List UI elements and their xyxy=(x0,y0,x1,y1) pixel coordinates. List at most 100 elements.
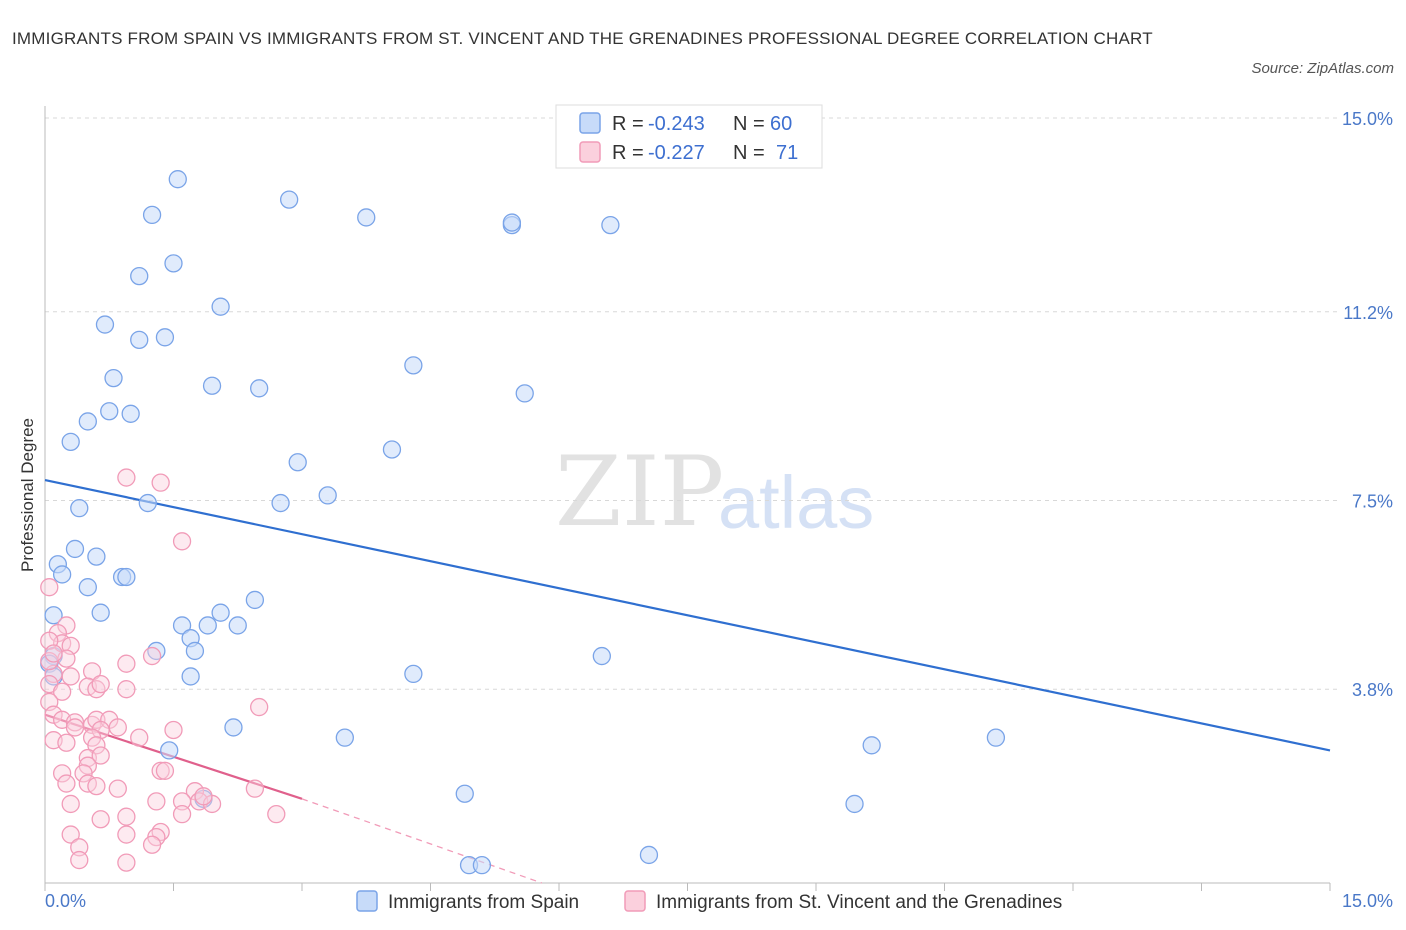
legend-spain-n-value: 60 xyxy=(770,113,792,135)
spain-point xyxy=(202,376,222,395)
spain-point xyxy=(279,190,299,209)
spain-point xyxy=(142,205,162,225)
legend-spain-n-label: N = xyxy=(733,113,765,135)
spain-point xyxy=(515,384,534,403)
spain-point xyxy=(160,741,179,760)
spain-point xyxy=(70,498,89,518)
legend-spain-r-label: R = xyxy=(612,113,644,135)
svg-point xyxy=(117,807,136,826)
y-tick-label: 3.8% xyxy=(1352,680,1393,700)
svg-point xyxy=(52,682,72,701)
spain-point xyxy=(61,432,80,452)
svg-point xyxy=(194,787,213,806)
spain-point xyxy=(502,213,522,232)
spain-point xyxy=(65,539,85,559)
legend-spain-r-value: -0.243 xyxy=(648,113,705,135)
spain-point xyxy=(228,616,247,635)
spain-point xyxy=(245,590,265,610)
spain-point xyxy=(168,170,187,189)
watermark-zip: ZIP xyxy=(555,436,724,548)
svg-point xyxy=(117,680,136,699)
svg-point xyxy=(91,810,110,829)
svg-point xyxy=(70,838,89,857)
spain-point xyxy=(198,616,217,635)
spain-point xyxy=(155,328,175,347)
spain-point xyxy=(318,486,337,505)
spain-point xyxy=(100,402,119,421)
data-points xyxy=(40,170,1006,875)
svg-point xyxy=(87,776,106,796)
spain-point xyxy=(845,794,864,814)
svg-point xyxy=(117,468,136,487)
watermark-atlas: atlas xyxy=(718,461,874,544)
spain-point xyxy=(211,297,230,316)
svg-point xyxy=(108,779,127,798)
spain-point xyxy=(44,606,63,625)
bottom-legend-svg-swatch xyxy=(624,890,646,912)
svg-point xyxy=(117,853,136,872)
top-legend: R = -0.243 N = 60 R = -0.227 N = 71 xyxy=(555,104,823,169)
spain-point xyxy=(117,567,136,587)
legend-svg-r-value: -0.227 xyxy=(648,142,705,164)
spain-point xyxy=(271,493,290,513)
svg-point xyxy=(65,718,85,737)
svg-point xyxy=(155,761,175,780)
spain-point xyxy=(288,453,307,472)
spain-point xyxy=(601,215,620,235)
svg-point xyxy=(117,825,136,844)
svg-point xyxy=(130,728,149,747)
spain-point xyxy=(335,728,354,747)
svg-point xyxy=(61,794,80,814)
grid-lines xyxy=(45,117,1340,690)
legend-svg-r-label: R = xyxy=(612,142,644,164)
spain-point xyxy=(78,412,97,431)
spain-point xyxy=(862,736,881,755)
svg-point xyxy=(172,805,192,824)
svg-point xyxy=(245,779,265,798)
svg-point xyxy=(185,782,205,801)
svg-point xyxy=(164,720,183,740)
spain-point xyxy=(224,718,243,737)
spain-point xyxy=(986,728,1006,747)
spain-point xyxy=(185,641,205,661)
spain-point xyxy=(357,208,376,227)
spain-point xyxy=(78,578,97,597)
svg-point xyxy=(61,667,80,686)
spain-point xyxy=(211,603,230,622)
legend-svg-n-value: 71 xyxy=(776,142,798,164)
spain-point xyxy=(52,565,72,584)
svg-point xyxy=(40,578,59,597)
svg-trend-extension xyxy=(301,798,543,884)
svg-point xyxy=(151,761,170,780)
svg-point xyxy=(91,674,110,694)
svg-point xyxy=(142,835,162,854)
y-tick-label: 15.0% xyxy=(1342,109,1393,129)
svg-point xyxy=(74,764,93,783)
spain-point xyxy=(404,664,423,684)
spain-point xyxy=(404,356,423,375)
x-tick-label: 0.0% xyxy=(45,891,86,911)
spain-point xyxy=(104,368,123,388)
legend-svg-swatch xyxy=(579,141,601,163)
spain-point xyxy=(164,254,183,273)
svg-point xyxy=(44,644,63,663)
svg-point xyxy=(172,532,192,551)
source-label: Source: ZipAtlas.com xyxy=(1251,60,1394,77)
legend-svg-n-label: N = xyxy=(733,142,765,164)
spain-point xyxy=(130,330,149,350)
svg-point xyxy=(87,736,106,755)
svg-point xyxy=(108,718,127,737)
svg-point xyxy=(70,850,89,870)
svg-point xyxy=(267,805,286,824)
svg-point xyxy=(52,764,72,783)
spain-point xyxy=(121,404,140,423)
svg-point xyxy=(147,792,166,811)
svg-point xyxy=(87,710,106,729)
svg-point xyxy=(57,733,76,752)
bottom-legend: Immigrants from Spain Immigrants from St… xyxy=(356,890,1062,913)
svg-point xyxy=(91,746,110,765)
svg-point xyxy=(250,697,269,717)
bottom-legend-spain-swatch xyxy=(356,890,378,912)
y-tick-label: 11.2% xyxy=(1343,303,1393,323)
